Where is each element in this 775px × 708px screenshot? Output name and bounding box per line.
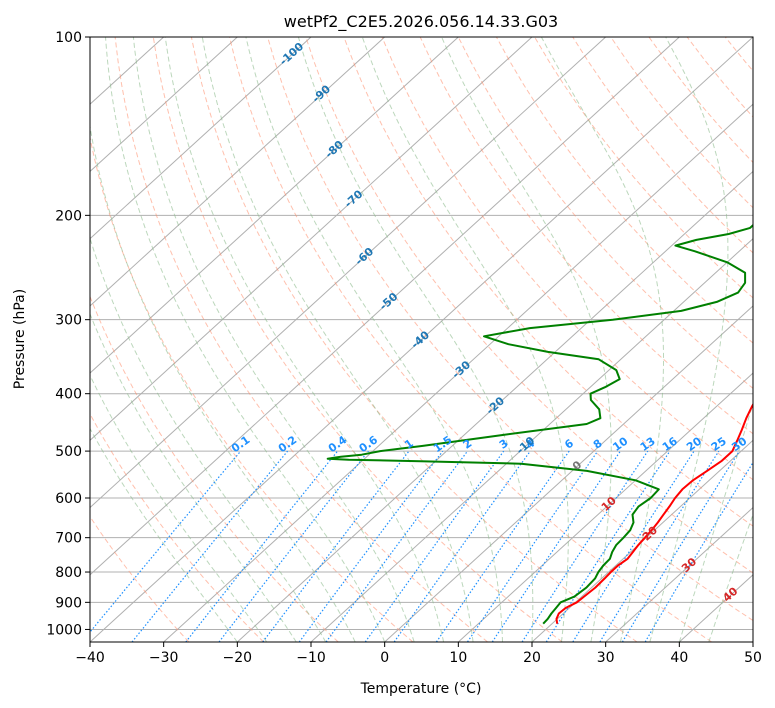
mixing-ratio-line [131, 450, 289, 642]
mixing-ratio-line [491, 450, 621, 642]
moist-adiabat-line [441, 37, 612, 642]
x-axis-label: Temperature (°C) [360, 681, 482, 697]
isotherm-line [90, 37, 680, 576]
mixing-ratio-line [364, 450, 505, 642]
mixing-ratio-line [521, 450, 649, 642]
moist-adiabat-line [90, 312, 297, 642]
y-tick-label: 100 [55, 30, 82, 46]
profile-series [326, 223, 753, 625]
mixing-ratio-line [644, 461, 753, 642]
mixing-ratio-line [545, 450, 671, 642]
x-tick-label: 40 [670, 650, 688, 666]
dry-adiabats [90, 37, 753, 642]
mixing-ratio-line [466, 450, 599, 642]
dry-adiabat-line [534, 37, 753, 299]
x-tick-label: 50 [744, 650, 762, 666]
dry-adiabat-line [343, 37, 753, 527]
x-tick-label: −30 [149, 650, 179, 666]
x-tick-label: 10 [449, 650, 467, 666]
mixing-ratio-line [599, 450, 720, 642]
isotherm-line [90, 37, 386, 307]
dry-adiabat-line [90, 412, 264, 642]
dry-adiabat-line [267, 37, 753, 622]
dry-adiabat-line [152, 37, 563, 642]
moist-adiabat-line [90, 236, 327, 642]
axis-ticks: −40 −30 −20 −10 0 10 20 30 40 50 100 200 300 400 500 60… [46, 30, 762, 666]
dry-adiabat-line [114, 37, 488, 642]
isotherm-line [457, 372, 753, 642]
x-tick-label: −40 [75, 650, 105, 666]
x-tick-label: 0 [380, 650, 389, 666]
moist-adiabat-line [678, 401, 753, 642]
moist-adiabat-line [245, 37, 503, 642]
isobar-grid [90, 37, 753, 630]
isotherm-line [90, 37, 533, 442]
mixing-ratio-label: 36 [750, 434, 770, 454]
plot-area: 0.10.20.40.611.52346810131620253036-100-… [90, 37, 770, 642]
moist-adiabats [90, 37, 753, 642]
temperature-line [555, 402, 753, 624]
dry-adiabat-line [457, 37, 753, 389]
dewpoint-line [326, 223, 753, 625]
moist-adiabat-line [90, 374, 268, 642]
mixing-ratio-line [393, 450, 531, 642]
x-tick-label: 20 [523, 650, 541, 666]
moist-adiabat-line [90, 427, 238, 642]
dry-adiabat-line [419, 37, 753, 435]
y-tick-label: 1000 [46, 622, 82, 638]
isotherm-line [605, 506, 753, 642]
mixing-ratio-line [325, 450, 468, 642]
x-tick-label: 30 [597, 650, 615, 666]
x-tick-label: −10 [296, 650, 326, 666]
moist-adiabat-line [132, 37, 415, 642]
isotherm-line [90, 37, 753, 642]
x-tick-label: −20 [223, 650, 253, 666]
dry-adiabat-line [381, 37, 753, 481]
y-tick-label: 600 [55, 491, 82, 507]
mixing-ratio-line [262, 450, 410, 642]
dry-adiabat-line [305, 37, 753, 574]
isotherm-line [236, 170, 753, 642]
isotherm-line [90, 37, 459, 374]
isotherm-line [90, 37, 238, 173]
y-tick-label: 800 [55, 565, 82, 581]
y-tick-label: 500 [55, 444, 82, 460]
y-axis-label: Pressure (hPa) [12, 289, 28, 389]
moist-adiabat-line [540, 37, 664, 642]
chart-title: wetPf2_C2E5.2026.056.14.33.G03 [284, 12, 558, 32]
mixing-ratio-line [621, 450, 740, 642]
mixing-ratio-line [435, 450, 570, 642]
mixing-ratio-line [298, 450, 444, 642]
moist-adiabat-line [708, 513, 753, 642]
dry-adiabat-line [190, 37, 638, 642]
isotherm-line [90, 37, 312, 240]
y-tick-label: 400 [55, 387, 82, 403]
moist-adiabat-line [649, 37, 729, 642]
y-tick-label: 300 [55, 313, 82, 329]
plot-frame [89, 36, 754, 643]
y-tick-label: 700 [55, 531, 82, 547]
dry-adiabat-line [495, 37, 753, 344]
y-tick-label: 900 [55, 595, 82, 611]
mixing-ratio-line [218, 450, 369, 642]
moist-adiabat-line [201, 37, 474, 642]
y-tick-label: 200 [55, 208, 82, 224]
moist-adiabat-line [164, 37, 445, 642]
isotherm-line [384, 305, 753, 642]
dry-adiabat-line [229, 37, 712, 642]
moist-adiabat-line [90, 123, 356, 642]
moist-adiabat-line [297, 37, 534, 642]
isotherm-line [90, 37, 607, 509]
